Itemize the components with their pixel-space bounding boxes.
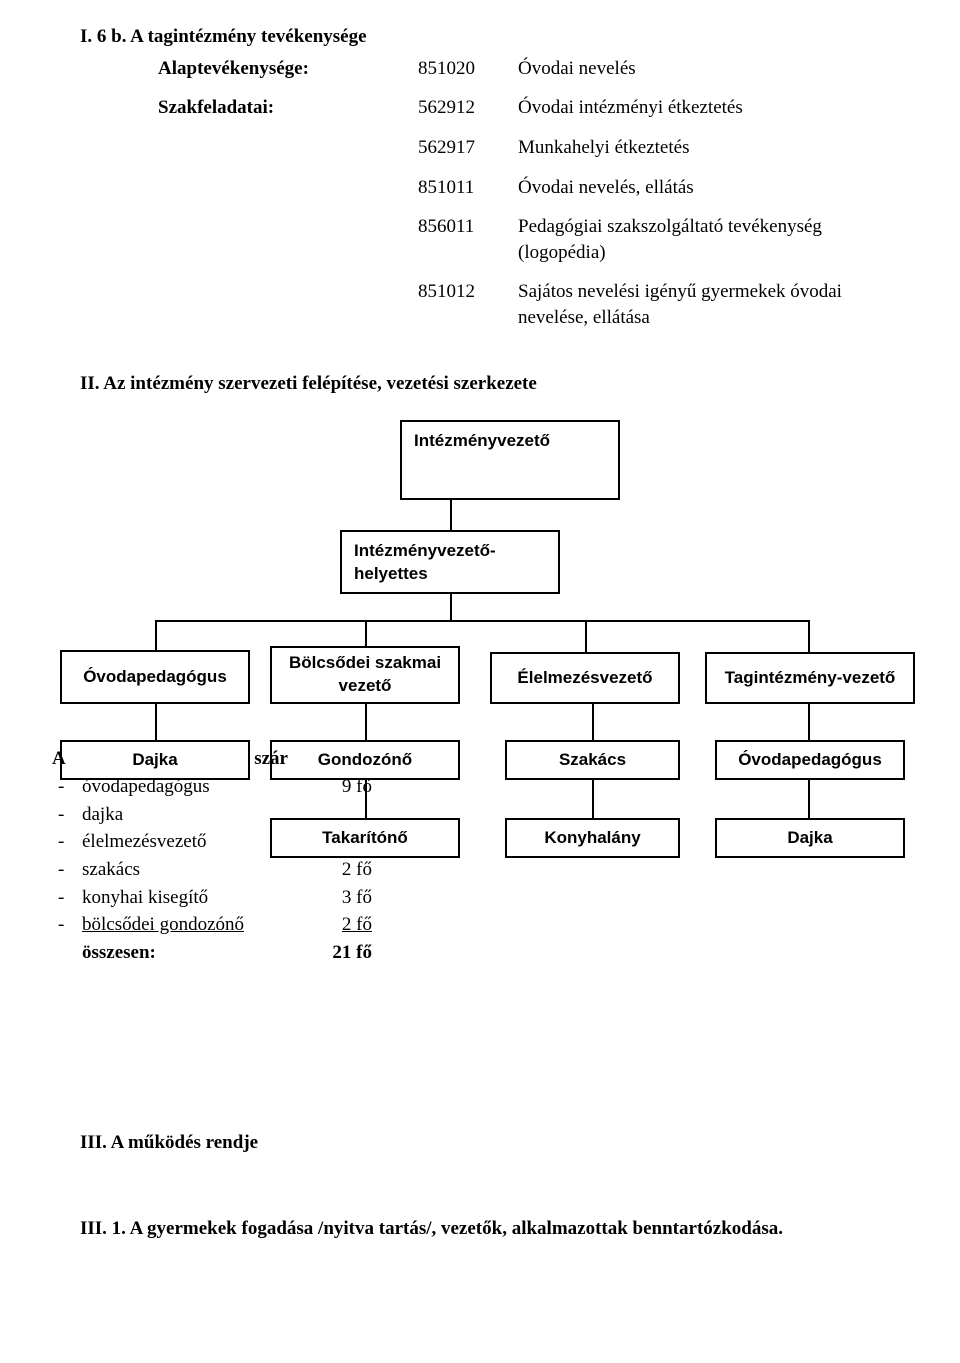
task-value: Óvodai nevelés, ellátás (518, 175, 912, 201)
staff-name: konyhai kisegítő (82, 885, 312, 911)
section-1-heading: I. 6 b. A tagintézmény tevékenysége (80, 24, 912, 50)
tasks-list: Szakfeladatai:562912Óvodai intézményi ét… (158, 95, 912, 330)
section-3-title: III. A működés rendje (80, 1130, 912, 1156)
org-node-r2-3-label: Óvodapedagógus (738, 749, 882, 772)
staff-name: élelmezésvezető (82, 829, 312, 855)
base-activity-code: 851020 (418, 56, 518, 82)
section-3-1-title: III. 1. A gyermekek fogadása /nyitva tar… (80, 1216, 912, 1242)
org-node-r1-0-label: Óvodapedagógus (83, 666, 227, 689)
staff-title-prefix: A (52, 748, 65, 769)
org-edge (592, 780, 594, 818)
staff-row: -bölcsődei gondozónő2 fő (52, 912, 372, 938)
org-node-deputy-label: Intézményvezető-helyettes (354, 540, 546, 586)
org-node-root-label: Intézményvezető (414, 430, 550, 453)
staff-bullet (52, 940, 82, 966)
org-edge (155, 620, 157, 650)
section-2-title: II. Az intézmény szervezeti felépítése, … (80, 371, 912, 397)
org-edge (155, 620, 810, 622)
task-value: Pedagógiai szakszolgáltató tevékenység (… (518, 214, 912, 265)
org-node-r1-3: Tagintézmény-vezető (705, 652, 915, 704)
org-node-r1-1-label: Bölcsődei szakmai vezető (284, 652, 446, 698)
staff-bullet: - (52, 829, 82, 855)
task-row: Szakfeladatai:851011Óvodai nevelés, ellá… (158, 175, 912, 201)
staff-value (312, 829, 372, 855)
staff-row: összesen:21 fő (52, 940, 372, 966)
task-code: 856011 (418, 214, 518, 265)
staff-bullet: - (52, 857, 82, 883)
task-row: Szakfeladatai:851012Sajátos nevelési igé… (158, 279, 912, 330)
staff-value: 2 fő (312, 857, 372, 883)
org-node-r3-2-label: Konyhalány (544, 827, 640, 850)
org-node-r3-3-label: Dajka (787, 827, 832, 850)
base-activity-value: Óvodai nevelés (518, 56, 912, 82)
staff-name: dajka (82, 802, 312, 828)
staff-value: 9 fő (312, 774, 372, 800)
staff-bullet: - (52, 774, 82, 800)
task-value: Sajátos nevelési igényű gyermekek óvodai… (518, 279, 912, 330)
org-edge (585, 620, 587, 652)
org-node-r2-3: Óvodapedagógus (715, 740, 905, 780)
staff-row: -óvodapedagógus9 fő (52, 774, 372, 800)
org-node-r3-3: Dajka (715, 818, 905, 858)
org-edge (450, 500, 452, 530)
org-node-r1-3-label: Tagintézmény-vezető (725, 667, 896, 690)
org-edge (808, 620, 810, 652)
task-code: 562912 (418, 95, 518, 121)
staff-row: -szakács2 fő (52, 857, 372, 883)
task-row: Szakfeladatai:856011Pedagógiai szakszolg… (158, 214, 912, 265)
org-edge (592, 704, 594, 740)
org-edge (450, 594, 452, 620)
staff-value: 2 fő (312, 912, 372, 938)
tasks-label: Szakfeladatai: (158, 95, 418, 121)
task-code: 851012 (418, 279, 518, 330)
staff-row: -dajka (52, 802, 372, 828)
task-value: Munkahelyi étkeztetés (518, 135, 912, 161)
task-row: Szakfeladatai:562912Óvodai intézményi ét… (158, 95, 912, 121)
staff-value: 3 fő (312, 885, 372, 911)
staff-row: -konyhai kisegítő3 fő (52, 885, 372, 911)
org-node-r2-2-label: Szakács (559, 749, 626, 772)
org-node-r1-2: Élelmezésvezető (490, 652, 680, 704)
org-edge (808, 780, 810, 818)
org-edge (155, 704, 157, 740)
org-edge (365, 620, 367, 646)
staff-title: A szár (52, 746, 372, 772)
org-node-root: Intézményvezető (400, 420, 620, 500)
org-node-deputy: Intézményvezető-helyettes (340, 530, 560, 594)
org-node-r1-0: Óvodapedagógus (60, 650, 250, 704)
task-value: Óvodai intézményi étkeztetés (518, 95, 912, 121)
org-node-r2-2: Szakács (505, 740, 680, 780)
org-chart: Intézményvezető Intézményvezető-helyette… (80, 420, 912, 930)
staff-rows: -óvodapedagógus9 fő-dajka-élelmezésvezet… (52, 774, 372, 965)
staff-name: összesen: (82, 940, 312, 966)
org-node-r1-2-label: Élelmezésvezető (517, 667, 652, 690)
org-edge (365, 704, 367, 740)
staff-name: bölcsődei gondozónő (82, 912, 312, 938)
staff-value (312, 802, 372, 828)
staff-row: -élelmezésvezető (52, 829, 372, 855)
task-row: Szakfeladatai:562917Munkahelyi étkezteté… (158, 135, 912, 161)
staff-block: A szár -óvodapedagógus9 fő-dajka-élelmez… (52, 746, 372, 967)
staff-bullet: - (52, 912, 82, 938)
base-activity-label: Alaptevékenysége: (158, 56, 418, 82)
task-code: 562917 (418, 135, 518, 161)
staff-name: óvodapedagógus (82, 774, 312, 800)
staff-name: szakács (82, 857, 312, 883)
staff-bullet: - (52, 802, 82, 828)
org-edge (808, 704, 810, 740)
org-node-r3-2: Konyhalány (505, 818, 680, 858)
staff-title-suffix: szár (254, 748, 288, 769)
staff-value: 21 fő (312, 940, 372, 966)
staff-bullet: - (52, 885, 82, 911)
org-node-r1-1: Bölcsődei szakmai vezető (270, 646, 460, 704)
task-code: 851011 (418, 175, 518, 201)
base-activity-row: Alaptevékenysége: 851020 Óvodai nevelés (158, 56, 912, 82)
